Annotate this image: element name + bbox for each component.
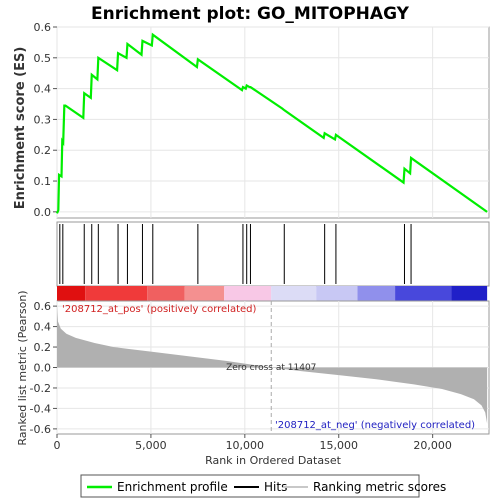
es-y-tick-label: 0.5: [34, 52, 52, 65]
es-y-axis-label: Enrichment score (ES): [13, 47, 28, 210]
x-tick-label: 20,000: [413, 439, 452, 452]
metric-y-tick-label: 0.0: [34, 362, 52, 375]
legend-label-hits: Hits: [264, 480, 287, 494]
metric-panel: -0.6 -0.4 -0.2 0.0 0.2 0.4 0.6 '208712_at_pos'…: [30, 300, 490, 436]
x-tick-label: 5,000: [135, 439, 167, 452]
legend-label-ranking-metric-scores: Ranking metric scores: [313, 480, 446, 494]
metric-y-tick-label: -0.2: [30, 382, 51, 395]
x-tick-label: 15,000: [319, 439, 358, 452]
heatmap-segment: [316, 286, 358, 301]
ranking-metric-area: [57, 306, 488, 424]
heatmap-segment: [395, 286, 452, 301]
metric-y-tick-label: 0.4: [34, 321, 52, 334]
chart-title: Enrichment plot: GO_MITOPHAGY: [91, 4, 410, 24]
legend: Enrichment profile Hits Ranking metric s…: [80, 474, 446, 498]
es-y-tick-label: 0.3: [34, 113, 52, 126]
metric-y-tick-label: 0.2: [34, 341, 52, 354]
hit-marks: [59, 224, 412, 284]
metric-y-tick-label: 0.6: [34, 300, 52, 313]
heatmap-segment: [184, 286, 225, 301]
metric-y-tick-label: -0.4: [30, 402, 51, 415]
es-y-tick-label: 0.6: [34, 21, 52, 34]
metric-y-axis-label: Ranked list metric (Pearson): [16, 290, 29, 445]
negative-correlation-label: '208712_at_neg' (negatively correlated): [275, 420, 475, 431]
es-y-tick-label: 0.2: [34, 144, 52, 157]
legend-label-enrichment-profile: Enrichment profile: [117, 480, 228, 494]
ranked-list-heatmap-bar: [57, 286, 488, 301]
es-panel: 0.0 0.1 0.2 0.3 0.4 0.5 0.6: [34, 21, 490, 219]
x-axis-label: Rank in Ordered Dataset: [205, 454, 342, 467]
es-y-ticks: 0.0 0.1 0.2 0.3 0.4 0.5 0.6: [34, 21, 57, 219]
x-tick-label: 0: [54, 439, 61, 452]
heatmap-segment: [271, 286, 317, 301]
es-grid: [56, 26, 489, 218]
heatmap-segment: [224, 286, 272, 301]
hits-panel: [56, 221, 490, 287]
es-y-tick-label: 0.4: [34, 83, 52, 96]
heatmap-segment: [85, 286, 148, 301]
zero-cross-label: Zero cross at 11407: [226, 363, 316, 373]
es-y-tick-label: 0.0: [34, 206, 52, 219]
x-axis-ticks: 0 5,000 10,000 15,000 20,000: [54, 434, 452, 452]
heatmap-segment: [147, 286, 185, 301]
metric-y-tick-label: -0.6: [30, 423, 51, 436]
positive-correlation-label: '208712_at_pos' (positively correlated): [62, 304, 256, 315]
heatmap-segment: [57, 286, 86, 301]
x-tick-label: 10,000: [226, 439, 265, 452]
metric-y-ticks: -0.6 -0.4 -0.2 0.0 0.2 0.4 0.6: [30, 300, 57, 436]
enrichment-profile-line: [55, 32, 488, 214]
es-y-tick-label: 0.1: [34, 175, 52, 188]
heatmap-segment: [451, 286, 488, 301]
heatmap-segment: [357, 286, 396, 301]
